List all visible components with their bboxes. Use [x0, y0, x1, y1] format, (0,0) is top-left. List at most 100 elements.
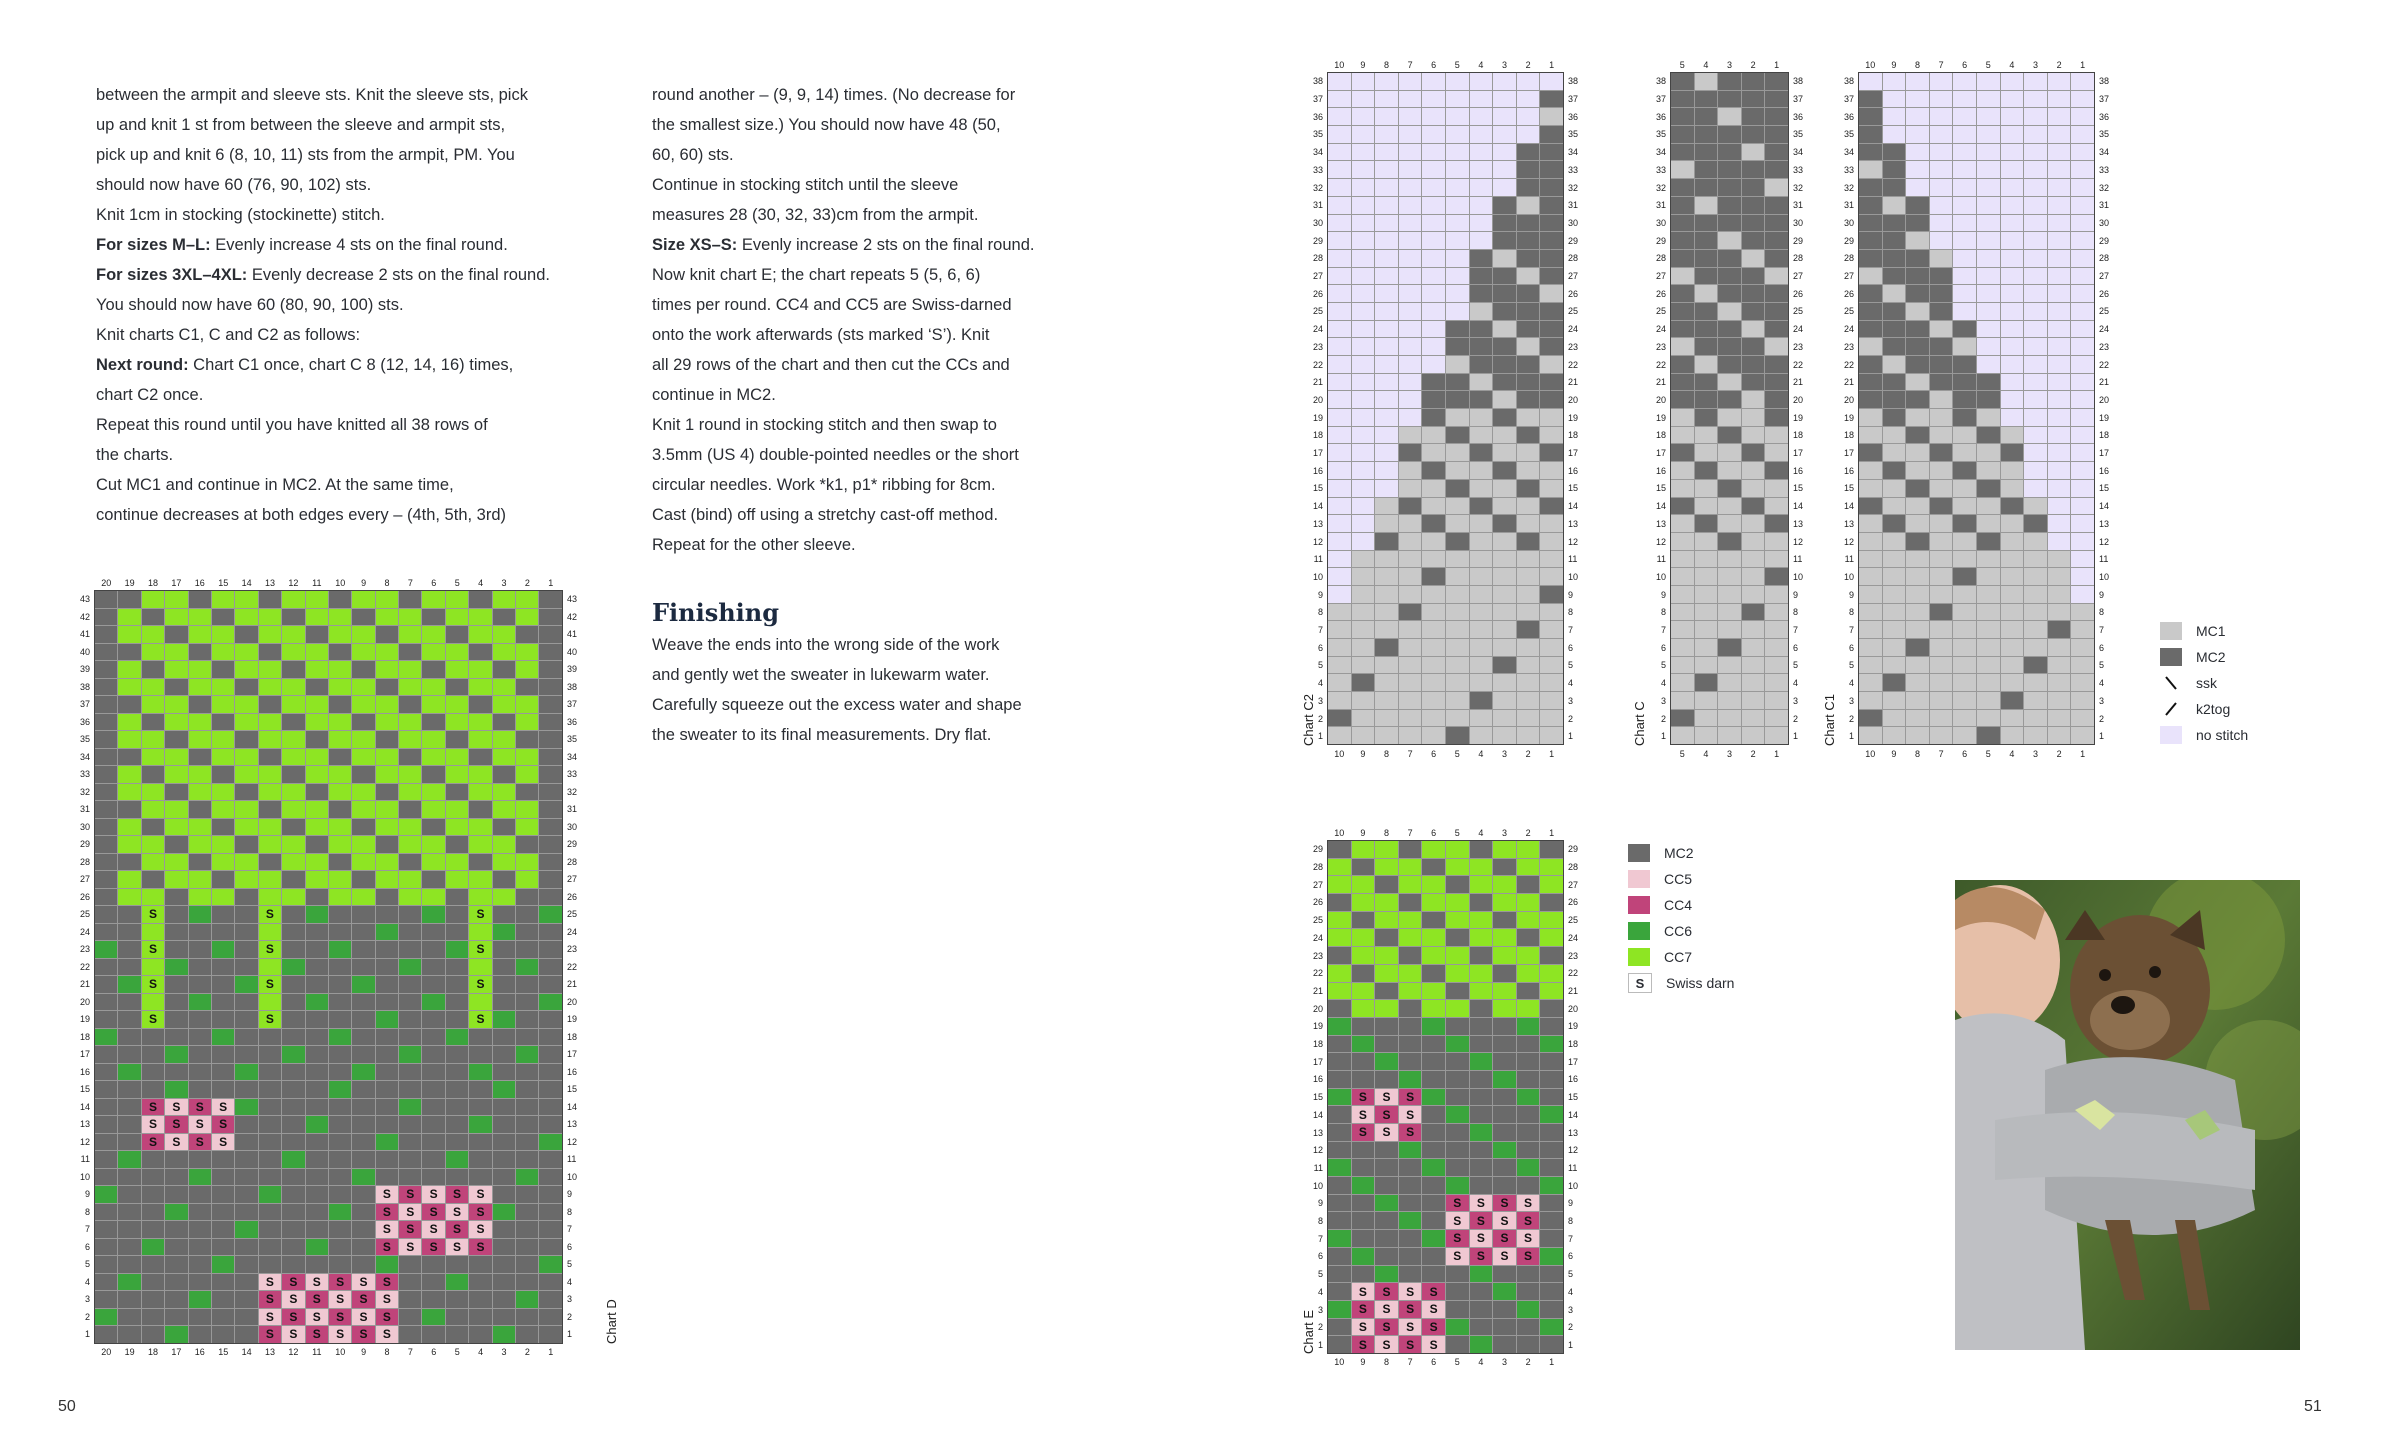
- chart-cell: [1671, 426, 1694, 444]
- chart-cell: [1328, 1283, 1351, 1300]
- chart-cell: [1540, 603, 1563, 621]
- chart-cell: [352, 766, 375, 783]
- chart-cell: [492, 1221, 516, 1238]
- chart-cell: [1375, 568, 1398, 585]
- chart-cell: [399, 591, 422, 608]
- chart-cell: [95, 906, 118, 923]
- chart-cell: [469, 1098, 492, 1115]
- chart-cell: [1882, 639, 1906, 656]
- chart-cell: [1351, 841, 1375, 858]
- chart-cell: [2024, 73, 2047, 90]
- column-number: 10: [1334, 1357, 1345, 1368]
- column-number: 4: [1478, 1357, 1484, 1368]
- chart-cell: [1516, 1106, 1540, 1123]
- chart-cell: [118, 818, 141, 835]
- chart-cell: [1859, 409, 1882, 426]
- chart-cell: [1493, 568, 1516, 585]
- chart-cell: [2071, 550, 2094, 568]
- row-number: 2: [2099, 713, 2105, 724]
- chart-cell: [1906, 338, 1929, 355]
- chart-cell: [1422, 532, 1445, 550]
- chart-cell: [1718, 639, 1741, 656]
- chart-cell: [1516, 911, 1540, 929]
- swiss-darn-symbol: S: [148, 1099, 157, 1114]
- chart-cell: [165, 713, 188, 730]
- chart-cell: [1493, 1265, 1516, 1283]
- chart-cell: [445, 976, 469, 993]
- column-number: 3: [1726, 748, 1732, 759]
- chart-cell: [188, 731, 211, 748]
- chart-cell: S: [422, 1238, 445, 1255]
- chart-cell: [2071, 73, 2094, 90]
- chart-cell: [1540, 356, 1563, 373]
- chart-cell: [539, 748, 562, 765]
- chart-cell: [211, 1011, 235, 1028]
- chart-cell: S: [445, 1221, 469, 1238]
- chart-cell: [1422, 391, 1445, 409]
- chart-cell: [1540, 929, 1563, 947]
- row-number: 18: [1568, 430, 1579, 441]
- chart-cell: [328, 626, 352, 643]
- row-number: 36: [2099, 111, 2110, 122]
- row-number: 26: [1655, 288, 1666, 299]
- row-number: 29: [1312, 844, 1323, 855]
- column-number: 1: [548, 1346, 554, 1357]
- chart-cell: [1445, 1088, 1469, 1106]
- chart-cell: [1540, 709, 1563, 727]
- left-text-text: continue decreases at both edges every –…: [96, 506, 507, 524]
- row-number: 34: [1312, 147, 1323, 158]
- row-number: 38: [2099, 76, 2110, 87]
- chart-cell: [1540, 90, 1563, 108]
- chart-cell: [1469, 603, 1493, 621]
- chart-cell: [1375, 982, 1398, 1000]
- row-number: 4: [1848, 678, 1854, 689]
- chart-cell: S: [165, 1133, 188, 1150]
- row-number: 26: [2099, 288, 2110, 299]
- row-number: 2: [1568, 1322, 1574, 1333]
- chart-cell: [118, 1098, 141, 1115]
- chart-cell: [1540, 1017, 1563, 1035]
- chart-cell: [492, 1046, 516, 1063]
- swiss-darn-symbol: S: [429, 1187, 438, 1202]
- chart-cell: [1493, 249, 1516, 267]
- chart-cell: [1445, 479, 1469, 497]
- column-number: 1: [1549, 828, 1555, 838]
- chart-cell: [1422, 858, 1445, 876]
- chart-cell: [445, 888, 469, 905]
- chart-cell: [1516, 841, 1540, 858]
- chart-cell: [2047, 267, 2071, 285]
- chart-cell: [282, 1238, 305, 1255]
- chart-cell: [235, 1273, 258, 1290]
- chart-cell: [95, 888, 118, 905]
- chart-cell: [445, 853, 469, 870]
- chart-cell: [1882, 656, 1906, 674]
- chart-cell: [165, 976, 188, 993]
- chart-cell: [1493, 179, 1516, 196]
- chart-cell: [1398, 479, 1422, 497]
- chart-cell: [188, 643, 211, 660]
- chart-cell: [95, 713, 118, 730]
- chart-cell: [1953, 709, 1976, 727]
- chart-cell: [1375, 532, 1398, 550]
- swiss-darn-symbol: S: [265, 1327, 274, 1342]
- chart-cell: [1694, 285, 1718, 302]
- chart-cell: [258, 713, 282, 730]
- chart-cell: [165, 871, 188, 888]
- chart-cell: [1398, 585, 1422, 603]
- row-number: 8: [1317, 1216, 1323, 1227]
- chart-cell: [1540, 126, 1563, 143]
- chart-cell: [1422, 947, 1445, 964]
- row-number: 26: [1312, 288, 1323, 299]
- chart-cell: [352, 1081, 375, 1098]
- column-number: 17: [171, 1346, 182, 1357]
- chart-cell: [445, 678, 469, 695]
- chart-cell: [1445, 1124, 1469, 1141]
- chart-cell: [1765, 621, 1788, 638]
- chart-cell: [1953, 727, 1976, 745]
- chart-cell: [1882, 73, 1906, 90]
- chart-cell: [118, 1308, 141, 1325]
- row-number: 31: [1843, 200, 1854, 211]
- swiss-darn-symbol: S: [1524, 1213, 1533, 1228]
- chart-cell: [1906, 692, 1929, 709]
- chart-cell: [95, 941, 118, 958]
